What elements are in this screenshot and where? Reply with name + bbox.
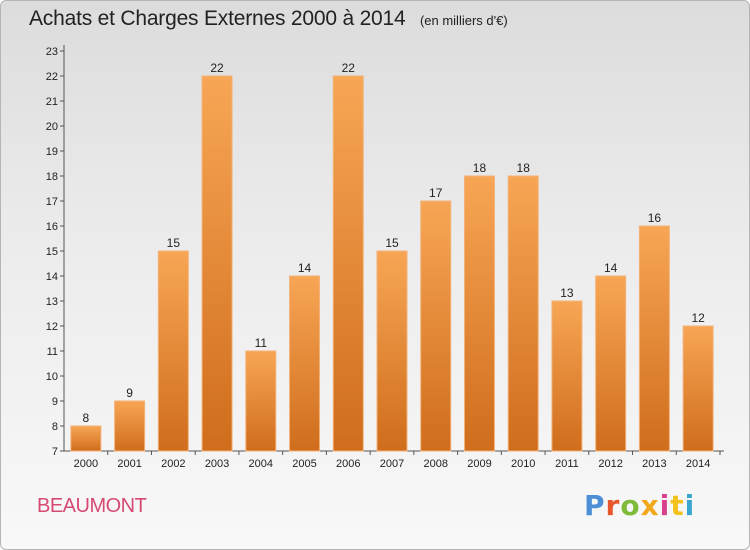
city-name: BEAUMONT [37, 495, 147, 517]
proxiti-logo: Proxiti [584, 489, 695, 522]
logo-letter: P [584, 489, 606, 522]
y-tick-label: 18 [46, 171, 58, 183]
y-tick-label: 10 [46, 371, 58, 383]
chart-unit: (en milliers d'€) [419, 13, 508, 28]
logo-letter: o [620, 489, 641, 522]
chart-title: Achats et Charges Externes 2000 à 2014 (… [29, 7, 508, 31]
bar-2005 [289, 275, 321, 452]
bar-2008 [420, 200, 452, 452]
bar-2007 [376, 250, 408, 452]
y-tick-label: 7 [52, 446, 58, 458]
value-label-2008: 17 [429, 186, 443, 200]
value-label-2004: 11 [255, 336, 268, 350]
logo-letter: t [670, 489, 685, 522]
y-tick-label: 12 [46, 321, 58, 333]
y-tick-label: 16 [46, 221, 58, 233]
x-tick-label-2012: 2012 [598, 458, 622, 470]
y-tick-label: 21 [46, 96, 58, 108]
x-tick-label-2013: 2013 [642, 458, 666, 470]
x-tick-label-2009: 2009 [467, 458, 491, 470]
bar-2012 [595, 275, 627, 452]
bar-2014 [682, 325, 714, 452]
x-tick-label-2010: 2010 [511, 458, 535, 470]
value-label-2009: 18 [473, 161, 487, 175]
bar-2006 [332, 75, 364, 452]
value-label-2007: 15 [385, 236, 399, 250]
logo-letter: x [640, 489, 660, 522]
x-tick-label-2011: 2011 [555, 458, 579, 470]
bar-2003 [201, 75, 233, 452]
x-tick-label-2001: 2001 [117, 458, 141, 470]
x-tick-label-2000: 2000 [74, 458, 98, 470]
bar-2004 [245, 350, 277, 452]
value-label-2000: 8 [83, 411, 90, 425]
value-label-2010: 18 [517, 161, 531, 175]
value-label-2002: 15 [167, 236, 181, 250]
y-tick-label: 20 [46, 121, 58, 133]
bar-2011 [551, 300, 583, 452]
x-tick-label-2004: 2004 [249, 458, 273, 470]
bar-2000 [70, 425, 102, 452]
x-tick-label-2005: 2005 [292, 458, 316, 470]
x-tick-label-2008: 2008 [423, 458, 447, 470]
bar-2013 [638, 225, 670, 452]
x-tick-label-2003: 2003 [205, 458, 229, 470]
logo-letter: i [684, 489, 696, 522]
value-label-2011: 13 [560, 286, 574, 300]
bar-2010 [507, 175, 539, 452]
y-tick-label: 23 [46, 46, 58, 58]
data-labels: 8 9 15 22 11 14 22 15 17 18 18 13 14 16 12 [83, 61, 706, 425]
x-tick-label-2006: 2006 [336, 458, 360, 470]
bar-2001 [114, 400, 146, 452]
logo-letter: r [605, 489, 621, 522]
x-tick-label-2014: 2014 [686, 458, 710, 470]
y-tick-label: 19 [46, 146, 58, 158]
y-tick-label: 11 [47, 346, 58, 358]
value-label-2014: 12 [691, 311, 705, 325]
y-tick-label: 22 [46, 71, 58, 83]
bar-2002 [157, 250, 189, 452]
y-tick-label: 15 [46, 246, 58, 258]
value-label-2003: 22 [210, 61, 224, 75]
value-label-2001: 9 [126, 386, 133, 400]
y-tick-label: 13 [46, 296, 58, 308]
chart-title-text: Achats et Charges Externes 2000 à 2014 [29, 7, 406, 30]
y-tick-label: 14 [46, 271, 58, 283]
y-tick-label: 9 [52, 396, 58, 408]
value-label-2006: 22 [342, 61, 356, 75]
logo-letter: i [659, 489, 671, 522]
y-tick-label: 8 [52, 421, 58, 433]
y-tick-label: 17 [46, 196, 58, 208]
bar-2009 [463, 175, 495, 452]
x-tick-label-2007: 2007 [380, 458, 404, 470]
value-label-2005: 14 [298, 261, 312, 275]
x-tick-label-2002: 2002 [161, 458, 185, 470]
value-label-2013: 16 [648, 211, 662, 225]
value-label-2012: 14 [604, 261, 618, 275]
bars [70, 75, 714, 452]
